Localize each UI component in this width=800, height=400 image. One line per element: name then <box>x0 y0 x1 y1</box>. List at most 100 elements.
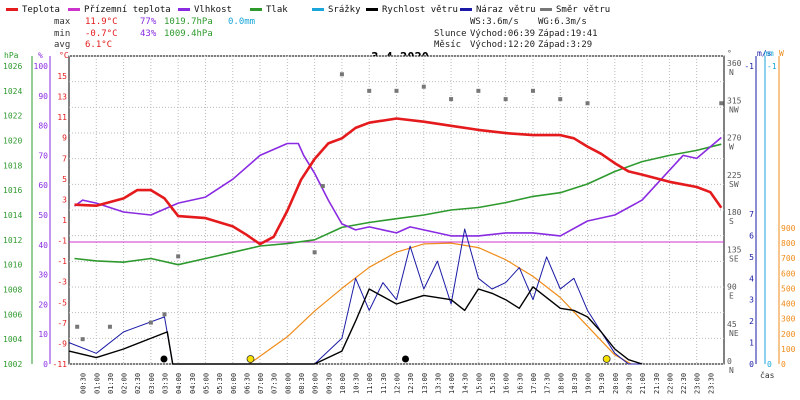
series-humidity <box>74 136 722 237</box>
humidity-tick: 20 <box>38 300 48 309</box>
direction-compass: S <box>729 217 734 226</box>
direction-point <box>339 72 344 77</box>
series-wind-speed <box>68 286 643 365</box>
time-tick: 19:00 <box>585 373 593 394</box>
direction-point <box>148 320 153 325</box>
series-solar <box>248 242 632 365</box>
time-tick: 17:00 <box>530 373 538 394</box>
pct-unit: % <box>38 51 43 60</box>
time-tick: 03:00 <box>148 373 156 394</box>
direction-point <box>476 88 481 93</box>
stats-min-label: min <box>54 29 70 39</box>
direction-compass: NE <box>729 329 739 338</box>
time-tick: 01:30 <box>107 373 115 394</box>
moon-marker <box>160 355 168 363</box>
stats-avg-temp: 6.1°C <box>85 40 112 50</box>
series-temperature <box>74 117 723 246</box>
time-tick: 10:00 <box>339 373 347 394</box>
time-tick: 13:00 <box>421 373 429 394</box>
direction-tick: 360 <box>727 59 742 68</box>
legend-swatch <box>540 8 552 11</box>
direction-point <box>558 97 563 102</box>
time-axis-label: čas <box>760 370 775 380</box>
direction-compass: NW <box>729 105 739 114</box>
legend-swatch <box>68 8 80 11</box>
legend-swatch <box>460 8 472 11</box>
w-unit: W <box>779 49 784 58</box>
info-sun-rise: Východ:06:39 <box>470 29 535 39</box>
humidity-tick: 50 <box>38 211 48 220</box>
time-tick: 06:00 <box>230 373 238 394</box>
time-tick: 01:00 <box>93 373 101 394</box>
solar-tick: 0 <box>781 360 786 369</box>
stats-avg-label: avg <box>54 40 70 50</box>
temp-tick: -1 <box>57 237 67 246</box>
time-tick: 00:30 <box>80 373 88 394</box>
stats-max-rain: 0.0mm <box>228 17 255 27</box>
markers-layer <box>160 355 611 363</box>
hpa-unit: hPa <box>4 51 19 60</box>
stats-max-temp: 11.9°C <box>85 17 118 27</box>
time-tick: 12:30 <box>407 373 415 394</box>
time-tick: 07:30 <box>271 373 279 394</box>
legend-label: Směr větru <box>556 5 610 15</box>
time-tick: 15:30 <box>489 373 497 394</box>
solar-tick: 800 <box>781 239 796 248</box>
direction-tick: 135 <box>727 245 742 254</box>
pressure-tick: 1008 <box>3 286 22 295</box>
time-tick: 03:30 <box>162 373 170 394</box>
solar-tick: 900 <box>781 224 796 233</box>
right-axes: 360N315NW270W225SW180S135SE90E45NE0N-176… <box>727 56 796 375</box>
time-tick: 22:00 <box>666 373 674 394</box>
ms-unit: m/s <box>757 49 772 58</box>
time-tick: 02:30 <box>134 373 142 394</box>
direction-point <box>503 97 508 102</box>
pressure-tick: 1022 <box>3 112 22 121</box>
solar-tick: 700 <box>781 254 796 263</box>
grid <box>69 55 724 365</box>
humidity-tick: 0 <box>43 360 48 369</box>
mm-unit: mm <box>764 49 774 58</box>
rain-tick: 0 <box>767 360 772 369</box>
time-tick: 08:00 <box>284 373 292 394</box>
direction-compass: SW <box>729 180 739 189</box>
time-tick: 16:00 <box>503 373 511 394</box>
legend-label: Srážky <box>328 5 361 15</box>
humidity-tick: 40 <box>38 241 48 250</box>
time-tick: 18:30 <box>571 373 579 394</box>
legend-label: Přízemní teplota <box>84 5 171 15</box>
time-tick: 05:00 <box>202 373 210 394</box>
temp-tick: -7 <box>57 319 67 328</box>
temp-tick: -9 <box>57 339 67 348</box>
wind-tick: 7 <box>749 210 754 219</box>
time-tick: 23:00 <box>694 373 702 394</box>
time-tick: 14:30 <box>462 373 470 394</box>
direction-point <box>449 97 454 102</box>
direction-tick: 0 <box>727 357 732 366</box>
temp-tick: 3 <box>62 195 67 204</box>
wind-tick: 3 <box>749 296 754 305</box>
legend-swatch <box>178 8 190 11</box>
wind-tick: 5 <box>749 253 754 262</box>
temp-tick: 1 <box>62 216 67 225</box>
time-tick: 09:00 <box>312 373 320 394</box>
direction-compass: W <box>729 143 734 152</box>
time-tick: 11:00 <box>366 373 374 394</box>
time-tick: 21:00 <box>639 373 647 394</box>
deg-unit: ° <box>727 49 732 58</box>
degc-unit: °C <box>59 51 69 60</box>
pressure-tick: 1026 <box>3 62 22 71</box>
direction-compass: SE <box>729 254 739 263</box>
direction-point <box>421 84 426 89</box>
time-tick: 20:00 <box>612 373 620 394</box>
solar-tick: 600 <box>781 269 796 278</box>
wind-tick: 2 <box>749 317 754 326</box>
solar-tick: 200 <box>781 330 796 339</box>
direction-compass: N <box>729 68 734 77</box>
legend-swatch <box>366 8 378 11</box>
time-tick: 04:30 <box>189 373 197 394</box>
axis-unit-labels: hPa % °C ° m/s mm W čas <box>4 49 784 380</box>
time-tick: 04:00 <box>175 373 183 394</box>
direction-point <box>530 88 535 93</box>
time-tick: 09:30 <box>325 373 333 394</box>
